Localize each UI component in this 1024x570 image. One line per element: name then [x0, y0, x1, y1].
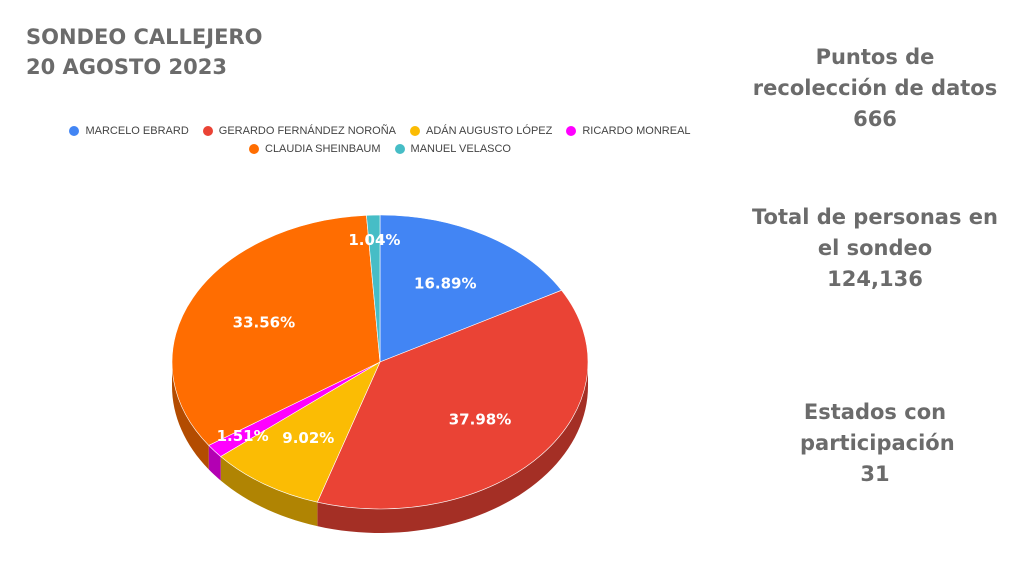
legend-label: MARCELO EBRARD — [85, 125, 189, 137]
legend-label: MANUEL VELASCO — [410, 143, 511, 155]
stat-value: 666 — [853, 107, 897, 131]
legend-marker — [69, 126, 80, 136]
stat-value: 124,136 — [827, 267, 923, 291]
stat-label: Total de personas en el sondeo — [752, 205, 998, 260]
legend-item-adan-augusto-lopez[interactable]: ADÁN AUGUSTO LÓPEZ — [410, 125, 552, 137]
stat-value: 31 — [860, 462, 890, 486]
legend-label: ADÁN AUGUSTO LÓPEZ — [426, 125, 553, 137]
pie-label-adan-augusto-lopez: 9.02% — [282, 429, 334, 447]
stat-total-people: Total de personas en el sondeo 124,136 — [740, 202, 1010, 295]
legend-label: CLAUDIA SHEINBAUM — [265, 143, 381, 155]
legend-item-claudia-sheinbaum[interactable]: CLAUDIA SHEINBAUM — [249, 143, 381, 155]
pie-slice-adan-augusto-lopez[interactable] — [220, 361, 381, 503]
legend-item-marcelo-ebrard[interactable]: MARCELO EBRARD — [69, 125, 189, 137]
legend-marker — [410, 126, 421, 136]
stat-participating-states: Estados con participación 31 — [740, 397, 1010, 490]
pie-label-marcelo-ebrard: 16.89% — [414, 274, 476, 292]
pie-labels-group: 16.89% 37.98% 9.02% 1.51% 33.56% 1.04% — [217, 231, 512, 447]
pie-slice-marcelo-ebrard[interactable] — [379, 214, 563, 363]
pie-label-ricardo-monreal: 1.51% — [217, 427, 269, 445]
stat-label: Puntos de recolección de datos — [752, 45, 998, 100]
title-line-2: 20 AGOSTO 2023 — [26, 55, 227, 79]
pie-slices-group — [171, 214, 589, 510]
legend-marker — [566, 126, 577, 136]
legend-row-1: MARCELO EBRARD GERARDO FERNÁNDEZ NOROÑA … — [30, 122, 730, 140]
legend-marker — [394, 144, 405, 154]
legend-label: RICARDO MONREAL — [582, 125, 691, 137]
pie-slice-claudia-sheinbaum[interactable] — [171, 214, 381, 446]
stat-label: Estados con participación — [800, 400, 955, 455]
pie-side-claudia-sheinbaum — [172, 362, 209, 470]
legend-item-manuel-velasco[interactable]: MANUEL VELASCO — [394, 143, 511, 155]
title-line-1: SONDEO CALLEJERO — [26, 25, 263, 49]
chart-title-block: SONDEO CALLEJERO 20 AGOSTO 2023 — [26, 22, 262, 82]
pie-chart: 16.89% 37.98% 9.02% 1.51% 33.56% 1.04% — [171, 214, 589, 533]
legend-label: GERARDO FERNÁNDEZ NOROÑA — [218, 125, 397, 137]
legend-row-2: CLAUDIA SHEINBAUM MANUEL VELASCO — [30, 140, 730, 158]
chart-legend: MARCELO EBRARD GERARDO FERNÁNDEZ NOROÑA … — [30, 122, 730, 158]
pie-side-gerardo-fernandez-norona — [317, 362, 588, 533]
pie-label-manuel-velasco: 1.04% — [348, 231, 400, 249]
legend-marker — [249, 144, 259, 154]
legend-item-ricardo-monreal[interactable]: RICARDO MONREAL — [566, 125, 691, 137]
stat-collection-points: Puntos de recolección de datos 666 — [740, 42, 1010, 135]
legend-marker — [202, 126, 213, 136]
legend-item-gerardo-fernandez-norona[interactable]: GERARDO FERNÁNDEZ NOROÑA — [202, 125, 397, 137]
pie-label-gerardo-fernandez-norona: 37.98% — [449, 411, 511, 429]
pie-slice-gerardo-fernandez-norona[interactable] — [316, 289, 589, 510]
pie-label-claudia-sheinbaum: 33.56% — [233, 313, 295, 331]
pie-slice-manuel-velasco[interactable] — [366, 214, 381, 363]
